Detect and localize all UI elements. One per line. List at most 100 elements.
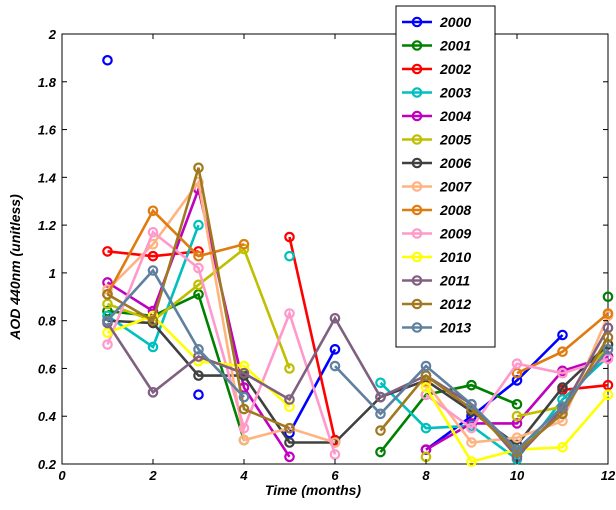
series-line-2002 — [562, 383, 609, 392]
legend-swatch-marker — [411, 110, 423, 122]
y-tick-label: 1.4 — [38, 170, 57, 185]
data-point-2003 — [147, 341, 159, 353]
data-point-2011 — [375, 391, 386, 403]
legend-label: 2011 — [439, 273, 470, 289]
legend-swatch-marker — [411, 204, 423, 216]
data-point-2010 — [557, 441, 568, 453]
series-line-2012 — [379, 336, 610, 454]
data-point-2013 — [557, 401, 568, 412]
data-point-2008 — [557, 346, 568, 358]
data-point-2007 — [557, 415, 568, 427]
data-point-2003 — [193, 219, 204, 231]
legend-box — [395, 5, 496, 348]
data-point-2011 — [329, 312, 341, 324]
x-tick-label: 12 — [601, 468, 616, 483]
data-point-2013 — [466, 398, 477, 410]
data-point-2013 — [602, 344, 614, 355]
series-line-2000 — [288, 348, 337, 434]
series-line-2008 — [106, 208, 245, 296]
legend-entry-2008: 2008 — [402, 202, 471, 218]
data-point-2009 — [238, 422, 250, 434]
data-point-2000 — [511, 375, 523, 386]
legend-swatch-marker — [411, 275, 423, 286]
legend: 2000 2001 2002 2003 2004 2005 2006 2007 2008 2009… — [395, 5, 496, 348]
data-point-2008 — [602, 308, 614, 319]
legend-label: 2013 — [439, 320, 471, 336]
data-point-2000 — [102, 54, 113, 66]
data-point-2004 — [284, 451, 295, 463]
series-line-2003 — [379, 355, 609, 462]
legend-entry-2001: 2001 — [402, 38, 471, 54]
data-point-2011 — [602, 322, 614, 334]
legend-entry-2000: 2000 — [402, 14, 471, 30]
y-tick-label: 1.2 — [38, 218, 57, 233]
series-line-2012 — [106, 167, 291, 430]
legend-label: 2004 — [439, 108, 471, 124]
data-point-2009 — [557, 367, 568, 379]
x-tick-label: 10 — [510, 468, 525, 483]
legend-label: 2000 — [439, 14, 471, 30]
legend-label: 2009 — [439, 226, 471, 242]
data-point-2013 — [511, 444, 523, 455]
data-point-2012 — [193, 162, 204, 174]
data-point-2012 — [375, 425, 386, 436]
legend-label: 2002 — [439, 61, 471, 77]
data-point-2009 — [284, 308, 295, 319]
series-layer — [102, 54, 614, 467]
series-2013 — [102, 265, 614, 455]
series-line-2002 — [288, 236, 337, 441]
legend-swatch-marker — [411, 228, 423, 239]
legend-swatch-marker — [411, 181, 423, 192]
data-point-2013 — [147, 265, 159, 276]
legend-swatch-marker — [411, 16, 423, 28]
series-line-2009 — [425, 357, 609, 430]
y-tick-label: 0.2 — [38, 457, 57, 472]
data-point-2012 — [284, 422, 295, 434]
series-2002 — [102, 231, 614, 446]
legend-entry-2005: 2005 — [402, 132, 471, 148]
plot-area — [61, 33, 609, 465]
data-point-2013 — [193, 344, 204, 355]
data-point-2005 — [102, 298, 113, 310]
y-tick-label: 1.8 — [38, 75, 57, 90]
data-point-2012 — [557, 408, 568, 420]
legend-swatch-marker — [411, 157, 423, 169]
data-point-2003 — [375, 377, 386, 389]
x-tick-label: 2 — [148, 468, 157, 483]
legend-label: 2001 — [439, 38, 471, 54]
data-point-2010 — [466, 456, 477, 467]
data-point-2010 — [238, 360, 250, 372]
data-point-2012 — [147, 315, 159, 326]
data-point-2007 — [511, 432, 523, 444]
legend-entry-2003: 2003 — [402, 85, 471, 101]
x-tick-label: 6 — [331, 468, 339, 483]
series-line-2004 — [425, 355, 609, 451]
data-point-2009 — [511, 358, 523, 369]
x-tick-label: 8 — [422, 468, 430, 483]
legend-entry-2006: 2006 — [402, 155, 471, 171]
data-point-2001 — [602, 291, 614, 303]
legend-label: 2007 — [439, 179, 472, 195]
data-point-2006 — [284, 437, 295, 448]
data-point-2003 — [284, 250, 295, 262]
plot-frame — [61, 33, 609, 465]
data-point-2011 — [284, 394, 295, 405]
data-point-2009 — [147, 226, 159, 238]
series-line-2009 — [106, 230, 337, 455]
x-tick-label: 4 — [239, 468, 248, 483]
data-point-2011 — [238, 367, 250, 379]
y-tick-label: 1 — [49, 266, 56, 281]
data-point-2002 — [284, 231, 295, 243]
y-tick-label: 0.6 — [38, 361, 57, 376]
data-point-2007 — [466, 437, 477, 448]
legend-entry-2011: 2011 — [402, 273, 470, 289]
data-point-2009 — [193, 262, 204, 274]
legend-label: 2012 — [439, 296, 471, 312]
data-point-2002 — [102, 246, 113, 257]
axes-layer: 0 2 4 6 8 10 12 0.2 0.4 0.6 0.8 1 1.2 1.4 1.6 1.8 2 Time … — [7, 27, 616, 498]
data-point-2008 — [193, 250, 204, 262]
data-point-2012 — [420, 370, 432, 381]
data-point-2005 — [511, 410, 523, 422]
series-2009 — [102, 226, 614, 460]
